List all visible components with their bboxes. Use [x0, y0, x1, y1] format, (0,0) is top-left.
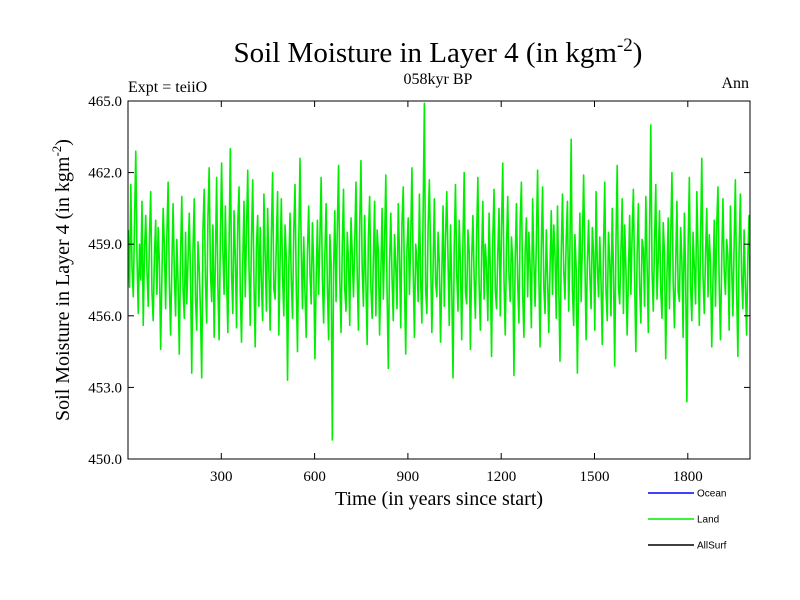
series-layer — [128, 102, 750, 441]
plot-frame — [127, 100, 751, 460]
subtitle-center: 058kyr BP — [404, 71, 473, 88]
x-axis: 300 600 900 1200 1500 1800 — [210, 101, 703, 485]
y-tick-label: 465.0 — [88, 94, 122, 110]
x-tick-label: 900 — [397, 469, 420, 485]
legend-label-land: Land — [697, 515, 719, 526]
y-tick-label: 462.0 — [88, 166, 122, 182]
legend-label-allsurf: AllSurf — [697, 541, 727, 552]
y-axis-label: Soil Moisture in Layer 4 (in kgm-2) — [49, 139, 74, 421]
x-tick-label: 600 — [303, 469, 326, 485]
x-tick-label: 1800 — [673, 469, 703, 485]
subtitle-left: Expt = teiiO — [128, 79, 207, 96]
y-tick-label: 453.0 — [88, 380, 122, 396]
y-axis: 450.0 453.0 456.0 459.0 462.0 465.0 — [88, 94, 750, 468]
chart-title: Soil Moisture in Layer 4 (in kgm-2) — [234, 35, 643, 69]
y-tick-label: 456.0 — [88, 309, 122, 325]
x-tick-label: 1200 — [486, 469, 516, 485]
y-tick-label: 450.0 — [88, 452, 122, 468]
legend: Ocean Land AllSurf — [648, 489, 727, 552]
x-axis-label: Time (in years since start) — [335, 488, 543, 510]
subtitle-right: Ann — [721, 75, 749, 92]
plot-area: 450.0 453.0 456.0 459.0 462.0 465.0 300 600 900… — [88, 94, 751, 485]
x-tick-label: 300 — [210, 469, 233, 485]
y-tick-label: 459.0 — [88, 237, 122, 253]
x-tick-label: 1500 — [580, 469, 610, 485]
legend-label-ocean: Ocean — [697, 489, 726, 500]
series-line-land — [128, 102, 750, 441]
